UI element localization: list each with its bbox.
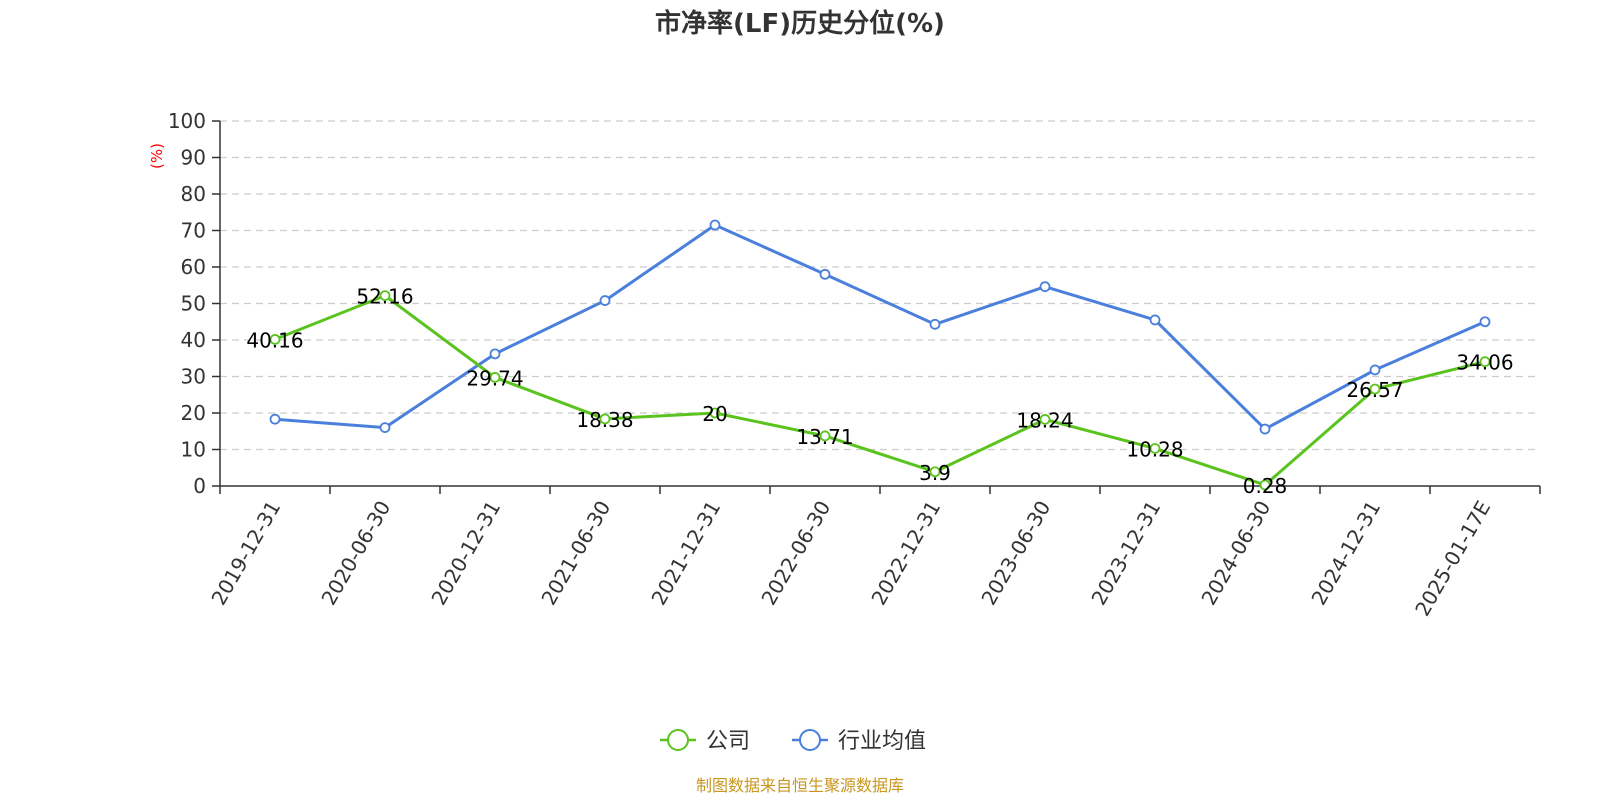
- data-point: [1039, 281, 1051, 293]
- data-point: [379, 422, 391, 434]
- data-label: 52.16: [356, 285, 413, 309]
- data-labels: 40.16 52.16 29.74 18.38 20 13.71 3.9 18.24 10.28…: [246, 285, 1513, 498]
- y-tick-label: 0: [193, 474, 206, 498]
- data-point: [929, 318, 941, 330]
- x-tick-label: 2023-06-30: [976, 497, 1055, 610]
- data-label: 0.28: [1243, 474, 1288, 498]
- data-point: [929, 466, 941, 478]
- x-tick-label: 2020-06-30: [316, 497, 395, 610]
- y-tick-label: 60: [181, 255, 206, 279]
- x-tick-label: 2020-12-31: [426, 497, 505, 610]
- data-point: [269, 334, 281, 345]
- axes: 0 10 20 30 40 50 60 70 80 90 100 2019-12-31 2020-06-…: [168, 109, 1541, 621]
- data-point: [819, 268, 831, 280]
- legend-label: 行业均值: [838, 729, 926, 754]
- x-tick-label: 2019-12-31: [206, 497, 285, 610]
- x-tick-label: 2024-06-30: [1196, 497, 1275, 610]
- data-label: 34.06: [1456, 351, 1513, 375]
- data-point: [269, 413, 281, 425]
- x-tick-label: 2024-12-31: [1306, 497, 1385, 610]
- series-line: [274, 223, 1486, 431]
- y-axis-unit: (%): [148, 143, 166, 169]
- data-point: [1369, 383, 1381, 395]
- data-point: [599, 295, 611, 306]
- y-tick-label: 80: [181, 182, 206, 206]
- data-label: 13.71: [796, 425, 853, 449]
- data-point: [709, 407, 721, 419]
- legend-marker: [799, 729, 821, 751]
- data-label: 18.38: [576, 408, 633, 432]
- y-tick-label: 70: [181, 219, 206, 243]
- data-point: [1479, 356, 1491, 368]
- series-line: [274, 294, 1486, 487]
- data-label: 29.74: [466, 366, 523, 390]
- data-point: [1149, 443, 1161, 454]
- x-tick-label: 2022-06-30: [756, 497, 835, 610]
- data-point: [489, 348, 501, 360]
- chart-title: 市净率(LF)历史分位(%): [655, 8, 945, 39]
- data-point: [379, 290, 391, 302]
- data-label: 3.9: [919, 461, 951, 485]
- data-label: 18.24: [1016, 408, 1073, 432]
- data-label: 20: [702, 402, 727, 426]
- y-tick-label: 90: [181, 146, 206, 170]
- legend-label: 公司: [706, 729, 750, 754]
- source-note: 制图数据来自恒生聚源数据库: [696, 776, 904, 795]
- x-tick-label: 2023-12-31: [1086, 497, 1165, 610]
- x-tick-label: 2025-01-17E: [1410, 497, 1495, 621]
- data-label: 40.16: [246, 328, 303, 352]
- data-point: [819, 430, 831, 442]
- data-label: 10.28: [1126, 437, 1183, 461]
- x-tick-label: 2021-12-31: [646, 497, 725, 610]
- data-point: [1259, 479, 1271, 491]
- y-tick-label: 100: [168, 109, 206, 133]
- series-layer: [269, 219, 1491, 491]
- legend[interactable]: 公司 行业均值: [660, 729, 926, 754]
- y-tick-label: 10: [181, 438, 206, 462]
- y-tick-label: 20: [181, 401, 206, 425]
- y-tick-label: 30: [181, 365, 206, 389]
- data-point: [489, 372, 501, 383]
- x-tick-label: 2021-06-30: [536, 497, 615, 610]
- grid: [220, 120, 1540, 451]
- data-point: [1369, 364, 1381, 376]
- x-tick-label: 2022-12-31: [866, 497, 945, 610]
- data-label: 26.57: [1346, 378, 1403, 402]
- data-point: [1259, 423, 1271, 435]
- legend-marker: [667, 729, 689, 751]
- data-point: [599, 413, 611, 425]
- data-point: [1039, 414, 1051, 425]
- data-point: [709, 219, 721, 231]
- y-tick-label: 50: [181, 292, 206, 316]
- data-point: [1479, 316, 1491, 328]
- data-point: [1149, 314, 1161, 326]
- y-tick-label: 40: [181, 328, 206, 352]
